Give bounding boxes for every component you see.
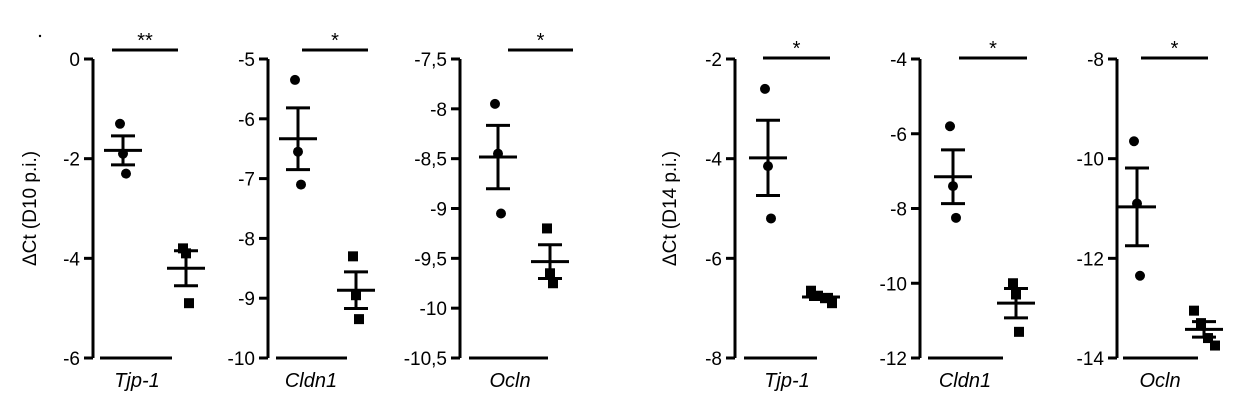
y-tick-label: -8: [1087, 50, 1104, 71]
data-point-circle: [121, 168, 131, 179]
y-tick-label: -8,5: [414, 150, 447, 171]
data-point-circle: [945, 121, 955, 132]
y-tick-label: -4: [63, 249, 80, 270]
data-point-circle: [766, 213, 776, 224]
data-point-circle: [296, 179, 306, 190]
gene-label: Cldn1: [285, 370, 337, 392]
y-tick-label: -9: [430, 200, 447, 221]
data-point-circle: [1135, 270, 1145, 281]
y-tick-label: -9,5: [414, 249, 447, 270]
data-point-square: [1189, 305, 1199, 316]
y-axis-title: ΔCt (D14 p.i.): [660, 151, 681, 266]
data-point-circle: [496, 208, 506, 219]
y-tick-label: -5: [238, 50, 255, 71]
data-point-square: [545, 268, 555, 279]
gene-label: Ocln: [1139, 370, 1180, 392]
y-tick-label: -8: [890, 200, 907, 221]
y-tick-label: -12: [1077, 249, 1104, 270]
data-point-circle: [493, 148, 503, 159]
y-tick-label: -10: [1077, 150, 1104, 171]
y-tick-label: -10,5: [404, 349, 447, 370]
data-point-square: [827, 298, 837, 309]
data-point-square: [1210, 340, 1220, 351]
data-point-square: [181, 248, 191, 259]
y-tick-label: -7: [238, 170, 255, 191]
y-tick-label: -2: [705, 50, 722, 71]
y-tick-label: -9: [238, 289, 255, 310]
y-tick-label: -8: [238, 229, 255, 250]
data-point-circle: [763, 161, 773, 172]
y-tick-label: -4: [890, 50, 907, 71]
data-point-circle: [293, 146, 303, 157]
data-point-square: [1196, 318, 1206, 329]
y-tick-label: -10: [228, 349, 255, 370]
y-tick-label: -6: [238, 110, 255, 131]
y-tick-label: -10: [880, 274, 907, 295]
y-tick-label: -4: [705, 150, 722, 171]
data-point-circle: [951, 212, 961, 223]
data-point-square: [348, 251, 358, 262]
y-tick-label: 0: [69, 50, 80, 71]
data-point-square: [1014, 326, 1024, 337]
y-tick-label: -8: [705, 349, 722, 370]
data-point-square: [1011, 289, 1021, 300]
data-point-square: [548, 278, 558, 289]
y-tick-label: -6: [890, 125, 907, 146]
data-point-circle: [290, 74, 300, 85]
data-point-square: [184, 298, 194, 309]
y-axis-title: ΔCt (D10 p.i.): [20, 151, 41, 266]
data-point-square: [813, 290, 823, 301]
data-point-square: [1008, 278, 1018, 289]
significance-label: *: [989, 38, 997, 60]
data-point-circle: [948, 181, 958, 192]
data-point-square: [351, 290, 361, 301]
significance-label: **: [137, 30, 153, 52]
y-tick-label: -14: [1077, 349, 1105, 370]
data-point-square: [1203, 333, 1213, 344]
y-tick-label: -8: [430, 100, 447, 121]
gene-label: Tjp-1: [764, 370, 810, 392]
y-tick-label: -2: [63, 150, 80, 171]
stray-dot: [38, 34, 42, 38]
y-tick-label: -10: [420, 299, 447, 320]
gene-label: Ocln: [489, 370, 530, 392]
data-point-square: [806, 285, 816, 296]
data-point-circle: [490, 98, 500, 109]
significance-label: *: [331, 30, 339, 52]
data-point-circle: [115, 118, 125, 129]
data-point-square: [542, 223, 552, 234]
y-tick-label: -7,5: [414, 50, 447, 71]
data-point-square: [354, 314, 364, 325]
data-point-circle: [118, 148, 128, 159]
data-point-circle: [1132, 198, 1142, 209]
gene-label: Tjp-1: [114, 370, 160, 392]
significance-label: *: [1171, 38, 1179, 60]
y-tick-label: -12: [880, 349, 907, 370]
y-tick-label: -6: [705, 249, 722, 270]
y-tick-label: -6: [63, 349, 80, 370]
data-point-circle: [1129, 136, 1139, 147]
gene-label: Cldn1: [939, 370, 991, 392]
data-point-circle: [760, 83, 770, 94]
significance-label: *: [537, 30, 545, 52]
data-point-square: [820, 293, 830, 304]
significance-label: *: [793, 38, 801, 60]
